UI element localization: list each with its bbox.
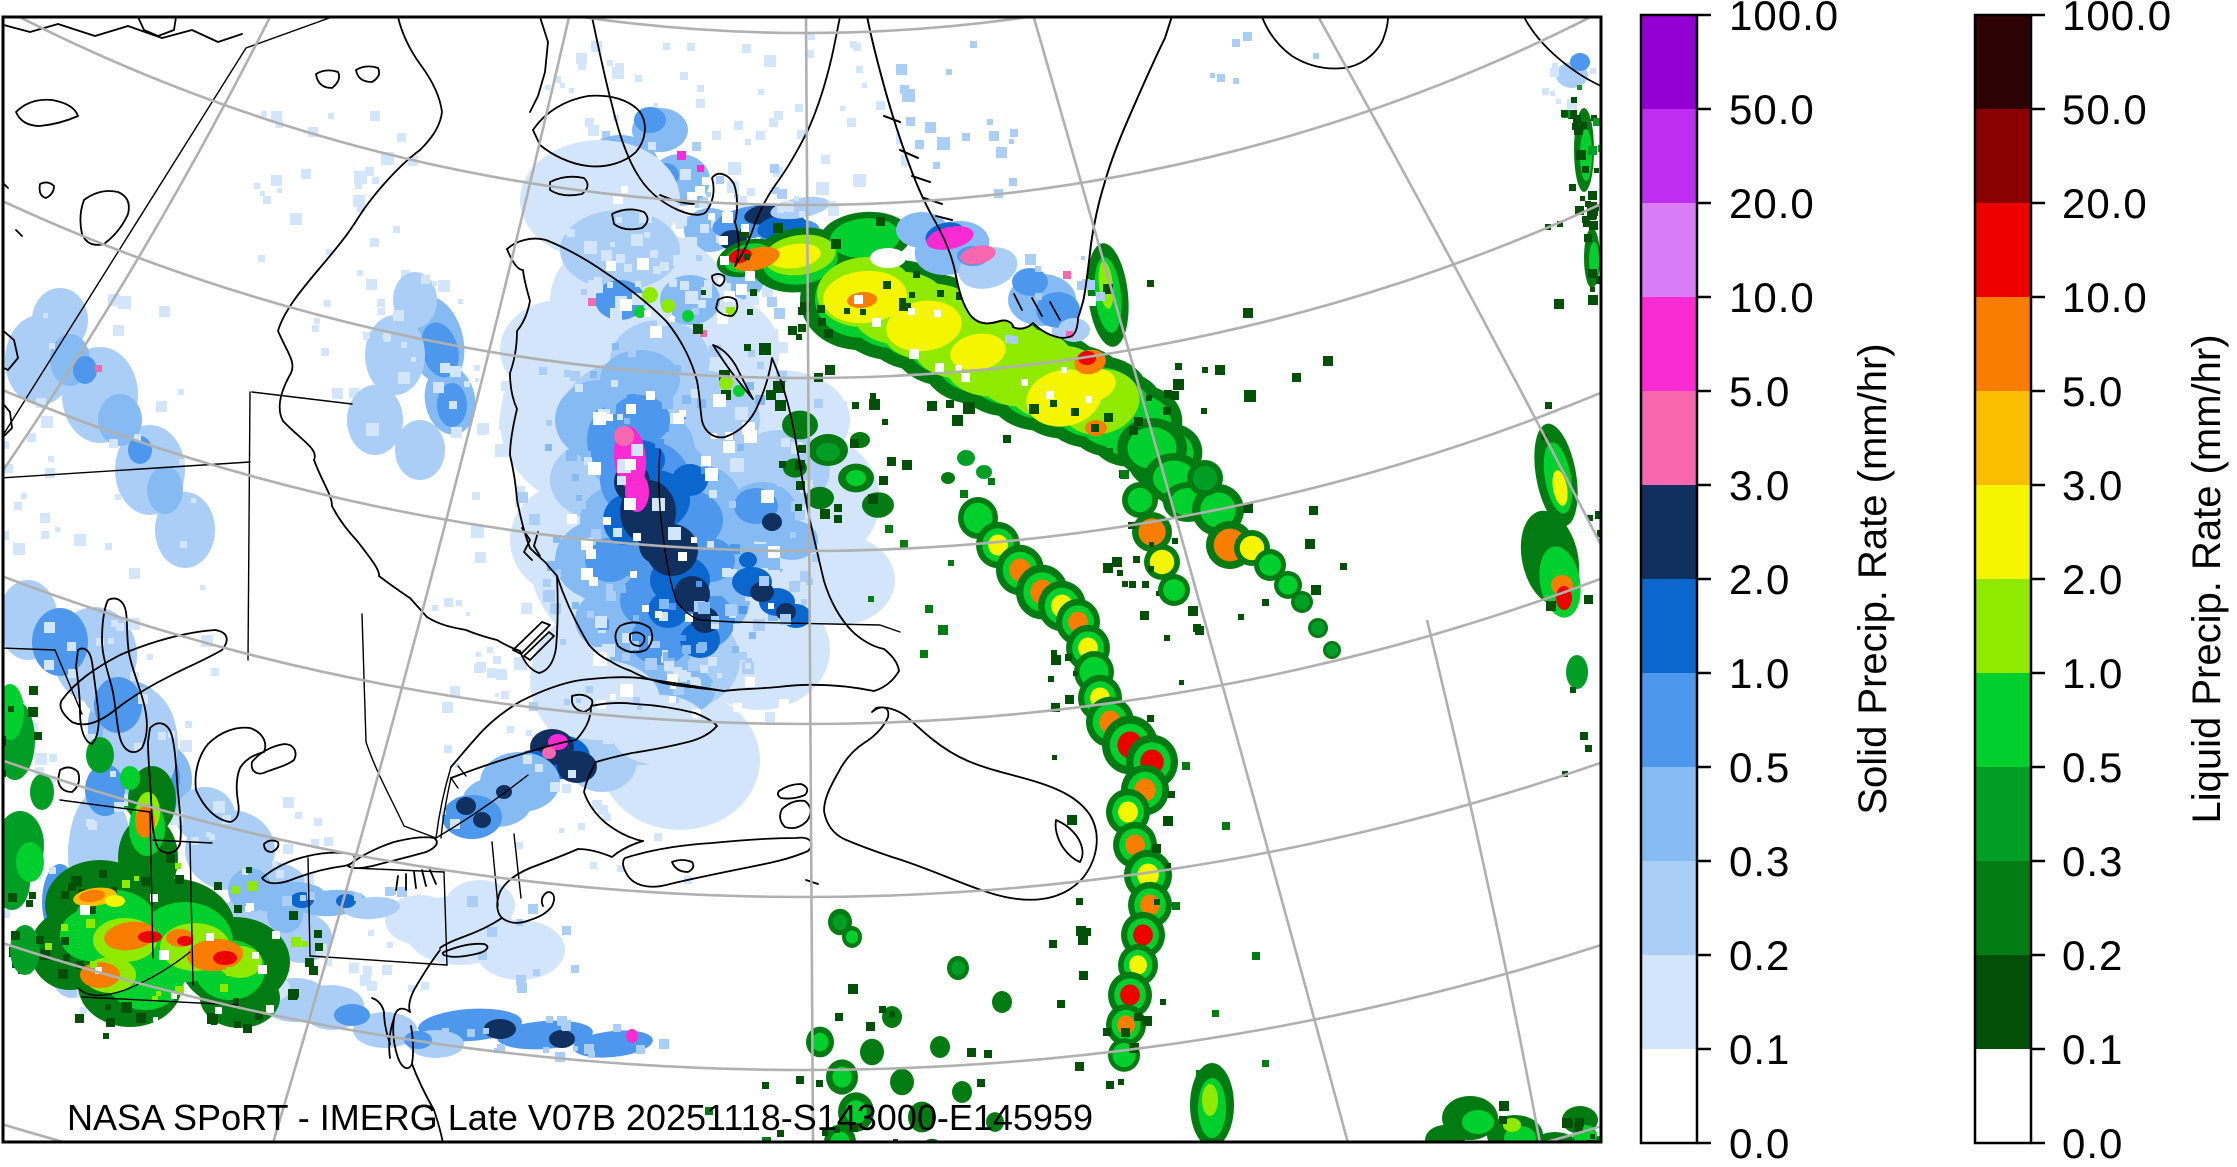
svg-text:1.0: 1.0: [1729, 650, 1790, 697]
svg-text:5.0: 5.0: [1729, 368, 1790, 415]
svg-text:0.0: 0.0: [1729, 1120, 1790, 1167]
svg-text:1.0: 1.0: [2062, 650, 2123, 697]
svg-text:5.0: 5.0: [2062, 368, 2123, 415]
svg-text:20.0: 20.0: [1729, 180, 1815, 227]
svg-text:50.0: 50.0: [1729, 86, 1815, 133]
svg-text:3.0: 3.0: [2062, 462, 2123, 509]
svg-text:0.3: 0.3: [1729, 838, 1790, 885]
svg-text:10.0: 10.0: [2062, 274, 2148, 321]
svg-text:2.0: 2.0: [2062, 556, 2123, 603]
svg-text:0.1: 0.1: [2062, 1026, 2123, 1073]
svg-text:0.2: 0.2: [2062, 932, 2123, 979]
svg-text:Liquid Precip. Rate (mm/hr): Liquid Precip. Rate (mm/hr): [2185, 334, 2229, 823]
svg-text:0.5: 0.5: [2062, 744, 2123, 791]
svg-text:100.0: 100.0: [2062, 0, 2172, 39]
svg-text:20.0: 20.0: [2062, 180, 2148, 227]
svg-text:0.1: 0.1: [1729, 1026, 1790, 1073]
svg-text:0.0: 0.0: [2062, 1120, 2123, 1167]
svg-text:Solid Precip. Rate (mm/hr): Solid Precip. Rate (mm/hr): [1851, 343, 1895, 814]
svg-text:0.2: 0.2: [1729, 932, 1790, 979]
svg-text:NASA SPoRT - IMERG Late V07B 2: NASA SPoRT - IMERG Late V07B 20251118-S1…: [67, 1097, 1093, 1138]
svg-text:0.5: 0.5: [1729, 744, 1790, 791]
svg-text:2.0: 2.0: [1729, 556, 1790, 603]
svg-text:10.0: 10.0: [1729, 274, 1815, 321]
svg-text:3.0: 3.0: [1729, 462, 1790, 509]
svg-text:50.0: 50.0: [2062, 86, 2148, 133]
svg-text:100.0: 100.0: [1729, 0, 1839, 39]
svg-text:0.3: 0.3: [2062, 838, 2123, 885]
